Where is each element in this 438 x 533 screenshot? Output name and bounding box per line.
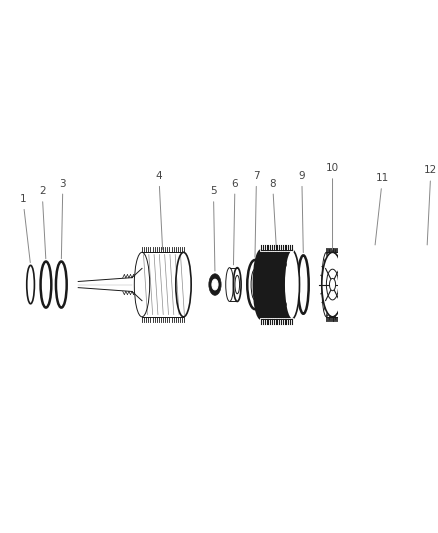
Text: 9: 9	[298, 171, 305, 253]
Circle shape	[430, 282, 435, 287]
Ellipse shape	[212, 279, 218, 290]
Ellipse shape	[433, 272, 438, 297]
Text: 10: 10	[326, 163, 339, 249]
Text: 2: 2	[39, 186, 46, 259]
Ellipse shape	[226, 268, 233, 302]
Ellipse shape	[322, 252, 343, 317]
Ellipse shape	[428, 248, 438, 321]
Text: 8: 8	[269, 179, 276, 247]
Text: 11: 11	[375, 173, 389, 245]
Ellipse shape	[233, 268, 241, 302]
Circle shape	[431, 270, 436, 275]
Ellipse shape	[247, 260, 263, 309]
Ellipse shape	[400, 248, 419, 321]
Ellipse shape	[176, 252, 191, 317]
FancyBboxPatch shape	[261, 250, 292, 319]
Text: 5: 5	[210, 186, 217, 271]
Text: 6: 6	[232, 179, 238, 265]
Text: 7: 7	[253, 171, 260, 257]
Text: 3: 3	[60, 179, 66, 259]
Ellipse shape	[284, 250, 300, 319]
Text: 4: 4	[155, 171, 162, 249]
Text: 1: 1	[20, 194, 30, 263]
Ellipse shape	[431, 263, 438, 306]
Ellipse shape	[322, 252, 331, 317]
Circle shape	[435, 299, 438, 304]
Text: 12: 12	[424, 165, 438, 245]
Ellipse shape	[329, 278, 336, 290]
Ellipse shape	[209, 274, 221, 295]
Circle shape	[435, 265, 438, 270]
Ellipse shape	[254, 250, 269, 319]
Ellipse shape	[134, 252, 150, 317]
Circle shape	[431, 294, 436, 299]
